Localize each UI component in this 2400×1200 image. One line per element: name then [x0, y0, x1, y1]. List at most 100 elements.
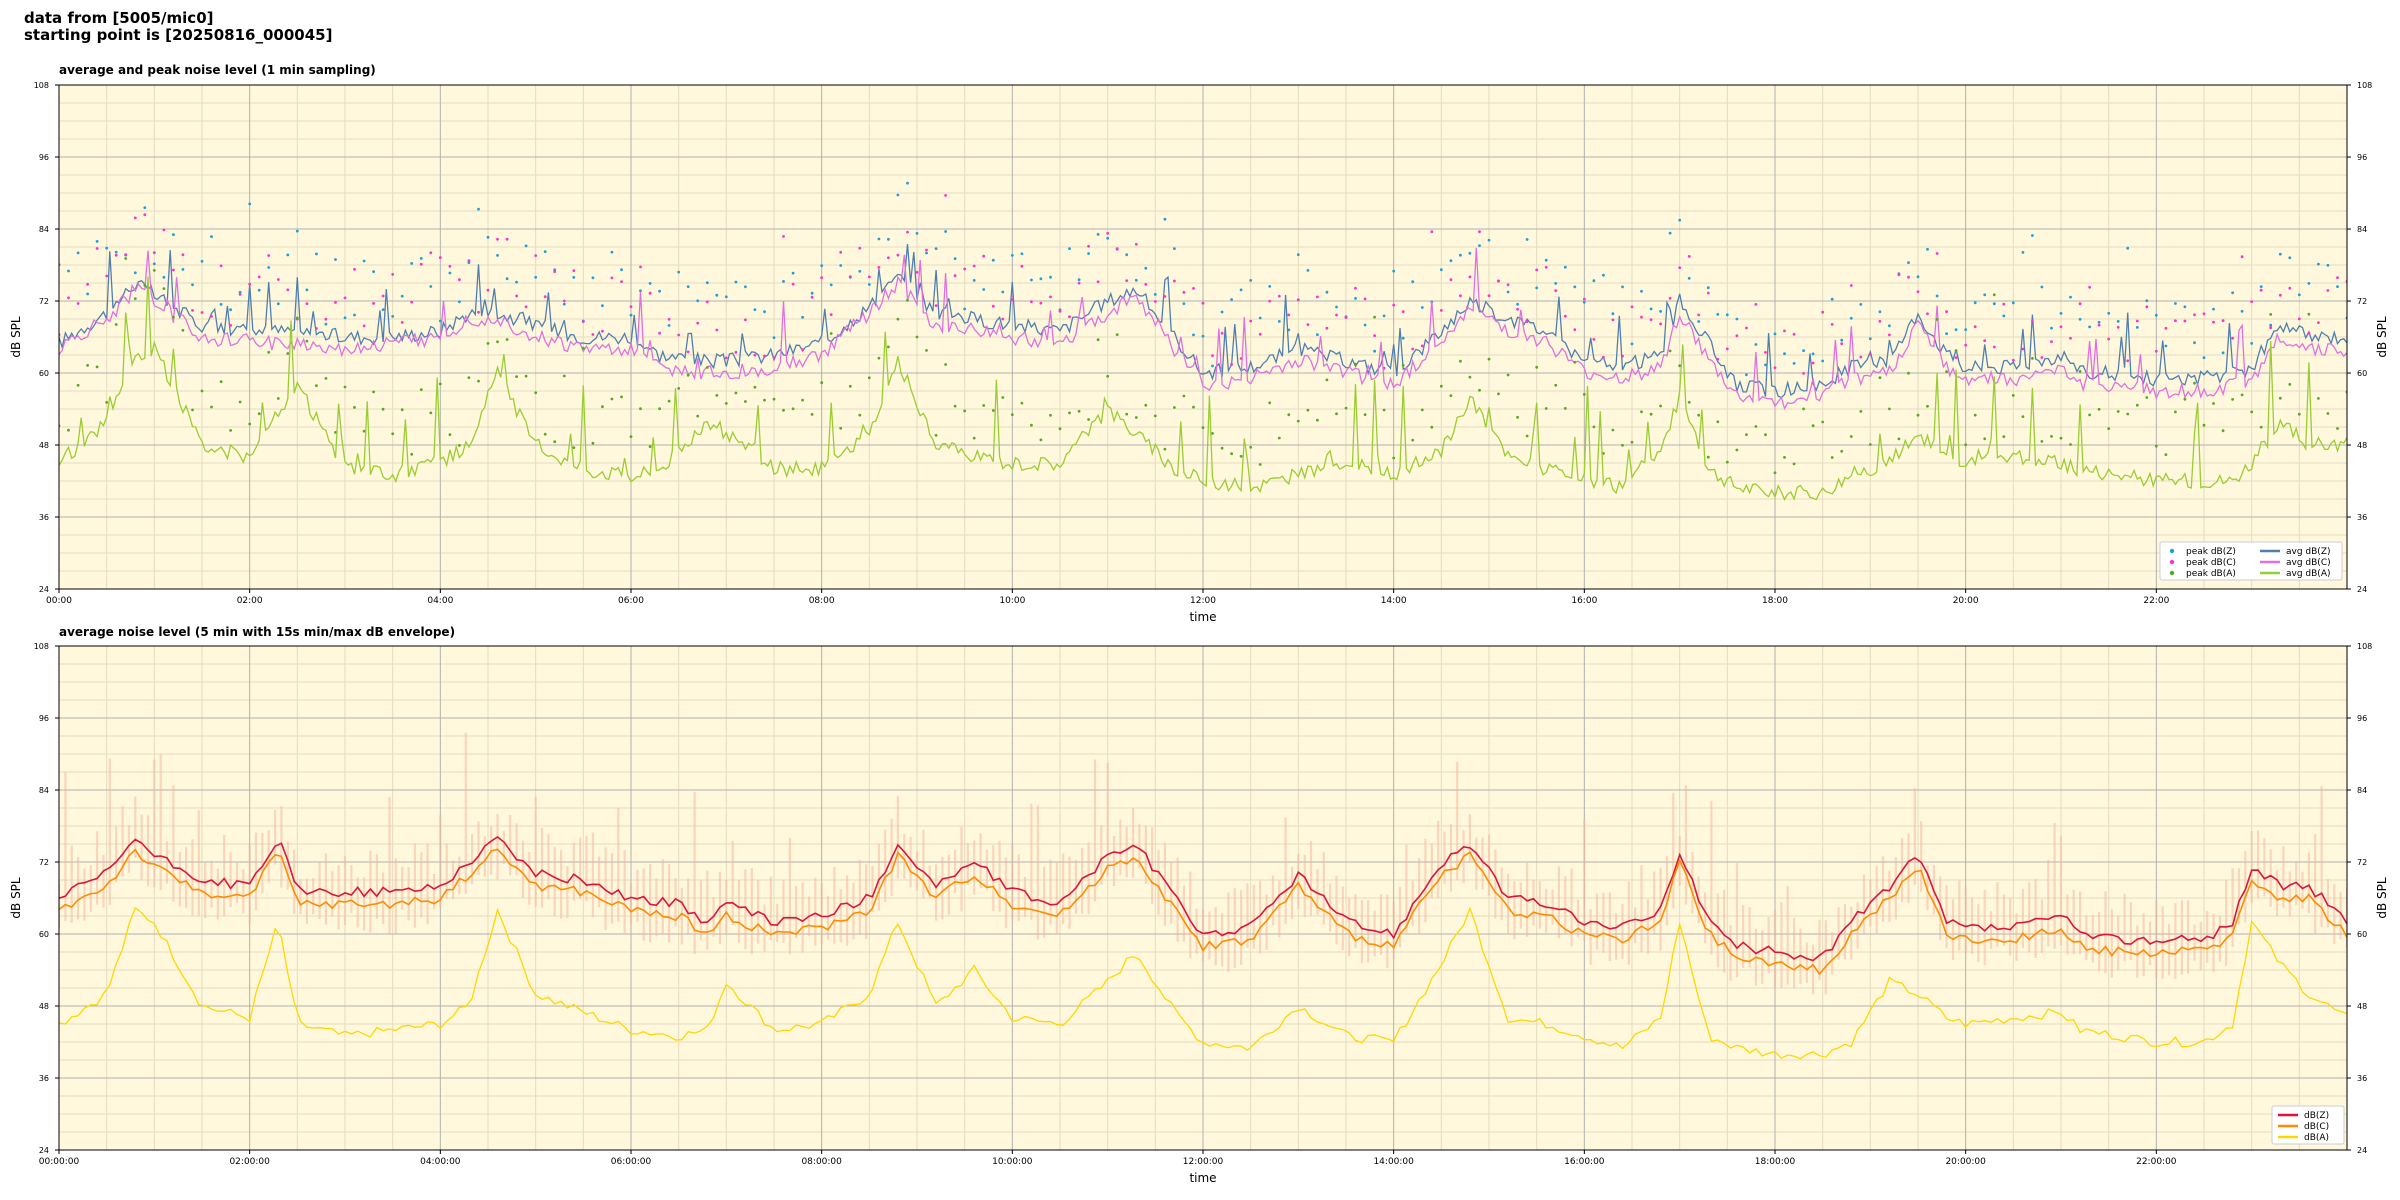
peak-point-c	[1964, 343, 1968, 347]
peak-point-a	[191, 408, 194, 412]
peak-point-a	[972, 436, 976, 440]
peak-point-a	[610, 397, 614, 401]
peak-point-a	[1497, 392, 1500, 396]
peak-point-c	[315, 327, 318, 330]
peak-point-a	[429, 411, 433, 415]
peak-point-c	[1649, 318, 1653, 321]
legend-entry: dB(C)	[2304, 1122, 2329, 1132]
peak-point-a	[2002, 435, 2006, 438]
peak-point-a	[1668, 349, 1672, 353]
x-tick-label: 18:00:00	[1755, 1157, 1796, 1167]
peak-point-c	[543, 295, 547, 299]
x-tick-label: 06:00	[618, 596, 644, 606]
peak-point-c	[1392, 303, 1396, 307]
peak-point-z	[925, 251, 928, 255]
peak-point-a	[705, 366, 709, 369]
peak-point-c	[1268, 299, 1272, 303]
peak-point-z	[1535, 286, 1539, 290]
peak-point-c	[1544, 265, 1548, 269]
peak-point-z	[1249, 279, 1253, 282]
peak-point-c	[2269, 326, 2273, 330]
peak-point-z	[133, 271, 137, 275]
peak-point-z	[448, 271, 452, 275]
peak-point-a	[982, 404, 986, 407]
y-tick-label-left: 96	[39, 714, 49, 723]
peak-point-a	[1277, 436, 1281, 440]
peak-point-c	[2278, 293, 2282, 297]
peak-point-c	[334, 301, 337, 304]
legend-entry: peak dB(Z)	[2186, 547, 2236, 557]
peak-point-c	[744, 318, 747, 322]
peak-point-c	[1792, 332, 1796, 336]
peak-point-z	[934, 247, 938, 251]
peak-point-a	[791, 407, 795, 411]
peak-point-a	[2059, 436, 2063, 440]
x-axis-label: time	[1189, 610, 1216, 624]
peak-point-z	[1983, 293, 1987, 297]
peak-point-a	[667, 399, 671, 403]
peak-point-a	[334, 431, 337, 434]
peak-point-a	[1134, 416, 1138, 419]
header-source: data from [5005/mic0]	[24, 9, 214, 27]
peak-point-z	[229, 308, 233, 312]
peak-point-a	[1344, 406, 1348, 410]
peak-point-a	[1649, 412, 1653, 416]
peak-point-a	[267, 350, 271, 354]
y-tick-label-right: 48	[2357, 1002, 2367, 1011]
peak-point-c	[581, 320, 585, 323]
peak-point-z	[1678, 218, 1682, 222]
peak-point-c	[648, 291, 652, 295]
peak-point-c	[1754, 303, 1758, 306]
peak-point-a	[686, 373, 690, 377]
peak-point-a	[391, 432, 395, 436]
peak-point-a	[1430, 425, 1434, 429]
peak-point-a	[991, 409, 995, 412]
peak-point-a	[200, 389, 204, 393]
peak-point-c	[877, 266, 881, 269]
peak-point-z	[1773, 332, 1777, 336]
peak-point-a	[2183, 397, 2187, 401]
peak-point-z	[1992, 302, 1996, 306]
peak-point-z	[400, 294, 404, 298]
peak-point-c	[152, 251, 156, 255]
peak-point-c	[2336, 276, 2339, 279]
peak-point-a	[724, 402, 728, 405]
peak-point-c	[1573, 328, 1577, 331]
peak-point-z	[2269, 323, 2273, 327]
peak-point-a	[1096, 338, 1100, 342]
legend-entry: dB(A)	[2304, 1133, 2329, 1143]
peak-point-c	[1745, 326, 1748, 330]
peak-point-c	[1897, 273, 1901, 277]
peak-point-z	[953, 257, 957, 260]
peak-point-c	[2031, 320, 2034, 323]
peak-point-z	[2297, 293, 2301, 297]
peak-point-z	[1830, 297, 1834, 301]
peak-point-a	[1058, 427, 1062, 431]
peak-point-a	[534, 391, 538, 395]
peak-point-a	[620, 395, 623, 399]
peak-point-z	[991, 258, 995, 262]
x-tick-label: 20:00	[1953, 596, 1979, 606]
peak-point-z	[896, 193, 900, 197]
peak-point-a	[2011, 394, 2015, 397]
peak-point-z	[2031, 234, 2034, 237]
peak-point-z	[67, 269, 70, 273]
y-tick-label-right: 36	[2357, 513, 2367, 522]
peak-point-z	[276, 302, 280, 306]
x-tick-label: 08:00:00	[801, 1157, 842, 1167]
peak-point-c	[305, 302, 309, 305]
peak-point-c	[1325, 326, 1329, 330]
peak-point-a	[1659, 404, 1662, 408]
peak-point-z	[1068, 247, 1071, 251]
peak-point-z	[2288, 256, 2292, 260]
peak-point-z	[2145, 299, 2149, 303]
peak-point-a	[229, 429, 233, 432]
peak-point-a	[315, 384, 318, 387]
peak-point-c	[982, 254, 986, 258]
peak-point-a	[1153, 414, 1157, 418]
peak-point-z	[505, 277, 509, 281]
peak-point-c	[1125, 279, 1129, 282]
peak-point-z	[1449, 259, 1453, 263]
peak-point-z	[705, 281, 709, 285]
peak-point-a	[1335, 412, 1338, 416]
